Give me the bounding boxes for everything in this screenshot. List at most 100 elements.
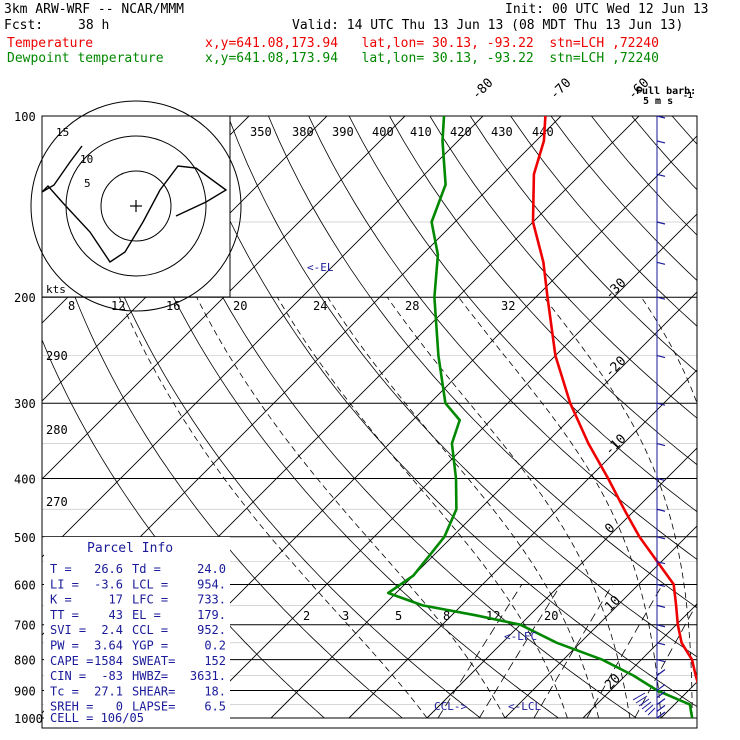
wind-barb [656, 296, 666, 300]
wind-barb [656, 624, 666, 628]
ccl-marker: CCL-> [434, 700, 467, 713]
isotherm-line [42, 116, 406, 480]
parcel-value: -83 [101, 669, 123, 683]
model-title: 3km ARW-WRF -- NCAR/MMM [4, 2, 185, 17]
parcel-label: Tc = [50, 684, 79, 698]
parcel-value: 18. [204, 684, 226, 698]
wind-barb [656, 711, 666, 719]
theta-e-label: 24 [313, 299, 327, 313]
theta-label: 270 [46, 495, 68, 509]
theta-label: 440 [532, 125, 554, 139]
kts-label: kts [46, 283, 66, 296]
moist-adiabat-line [458, 296, 662, 719]
temperature-tick-label: -10 [602, 432, 629, 459]
wind-legend-units: 5 m s [643, 96, 673, 107]
pressure-label: 500 [14, 531, 36, 545]
dry-adiabat-line [510, 116, 697, 327]
moist-adiabat-line [386, 296, 631, 719]
parcel-label: K = [50, 593, 72, 607]
theta-e-label: 20 [233, 299, 247, 313]
parcel-value: 152 [204, 654, 226, 668]
parcel-label: CAPE = [50, 654, 93, 668]
isotherm-line [270, 291, 697, 719]
forecast-hour: 38 h [78, 18, 110, 33]
isotherm-line [504, 525, 697, 719]
dry-adiabat-line [389, 116, 697, 466]
temperature-profile [531, 116, 697, 685]
init-time: Init: 00 UTC Wed 12 Jun 13 [505, 2, 709, 17]
hodograph-trace [42, 145, 228, 263]
wind-barb [656, 669, 666, 676]
parcel-value: 0 [116, 700, 123, 714]
mixing-ratio-line [698, 584, 740, 718]
theta-e-label: 12 [111, 299, 125, 313]
pressure-label: 300 [14, 397, 36, 411]
theta-e-label: 8 [68, 299, 75, 313]
wind-barb [656, 140, 666, 144]
parcel-value: 17 [109, 593, 123, 607]
mixing-ratio-label: 2 [303, 609, 310, 623]
parcel-label: SHEAR= [132, 684, 175, 698]
mixing-ratio-line [586, 584, 663, 719]
parcel-value: 24.0 [197, 562, 226, 576]
moist-adiabat-line [543, 296, 693, 718]
theta-label: 380 [292, 125, 314, 139]
parcel-value: 733. [197, 593, 226, 607]
dry-adiabat-line [591, 116, 697, 236]
wind-barb [656, 704, 666, 712]
wind-barb [656, 536, 666, 540]
wind-barb [656, 442, 666, 447]
wind-barb [656, 642, 666, 646]
parcel-label: SVI = [50, 623, 86, 637]
moist-adiabat-line [118, 297, 428, 719]
wind-barb [656, 402, 666, 406]
valid-time: Valid: 14 UTC Thu 13 Jun 13 (08 MDT Thu … [292, 18, 684, 33]
parcel-value: 952. [197, 623, 226, 637]
parcel-info-box: Parcel Info T = 26.6 Td = 24.0 LI = -3.6 LCL =… [44, 537, 230, 727]
parcel-label: HWBZ= [132, 669, 168, 683]
temperature-tick-label: -30 [602, 276, 629, 303]
hodograph-ring-label: 15 [56, 126, 69, 139]
parcel-value: 1584 [94, 654, 123, 668]
theta-label: 420 [450, 125, 472, 139]
parcel-value: 3.64 [94, 639, 123, 653]
mixing-ratio-line [634, 602, 697, 719]
wind-barb [656, 583, 666, 588]
wind-barb [656, 561, 666, 565]
parcel-label: SWEAT= [132, 654, 175, 668]
parcel-value: 43 [109, 608, 123, 622]
hodograph-ring-label: 5 [84, 177, 91, 190]
wind-barb [656, 691, 666, 699]
dry-adiabat-line [227, 116, 697, 658]
parcel-value: 2.4 [101, 623, 123, 637]
temperature-tick-label: -70 [547, 76, 574, 103]
theta-e-label: 16 [166, 299, 180, 313]
lfc-marker: <-LFC [504, 630, 537, 643]
isotherm-line [42, 116, 484, 558]
plot-frame [41, 115, 698, 729]
parcel-label: LFC = [132, 593, 168, 607]
wind-barb [656, 173, 666, 177]
dry-adiabat-line [106, 116, 559, 719]
wind-barb [656, 115, 666, 119]
parcel-value: 26.6 [94, 562, 123, 576]
theta-label: 350 [250, 125, 272, 139]
wind-barb [656, 261, 666, 265]
mixing-ratio-line [533, 584, 613, 719]
forecast-label: Fcst: [4, 18, 44, 33]
mixing-ratio-line [479, 584, 562, 719]
dewpoint-profile [386, 116, 694, 719]
mixing-ratio-label: 3 [342, 609, 349, 623]
isotherm-line [426, 447, 697, 719]
wind-barb [656, 354, 666, 359]
theta-label: 290 [46, 349, 68, 363]
parcel-value: 27.1 [94, 684, 123, 698]
moist-adiabat-line [196, 297, 506, 719]
parcel-label: TT = [50, 608, 79, 622]
wind-legend-title: Full barb: [636, 86, 696, 97]
theta-label: 410 [410, 125, 432, 139]
theta-label: 400 [372, 125, 394, 139]
temperature-tick-label: 20 [602, 671, 624, 693]
pressure-label: 800 [14, 654, 36, 668]
